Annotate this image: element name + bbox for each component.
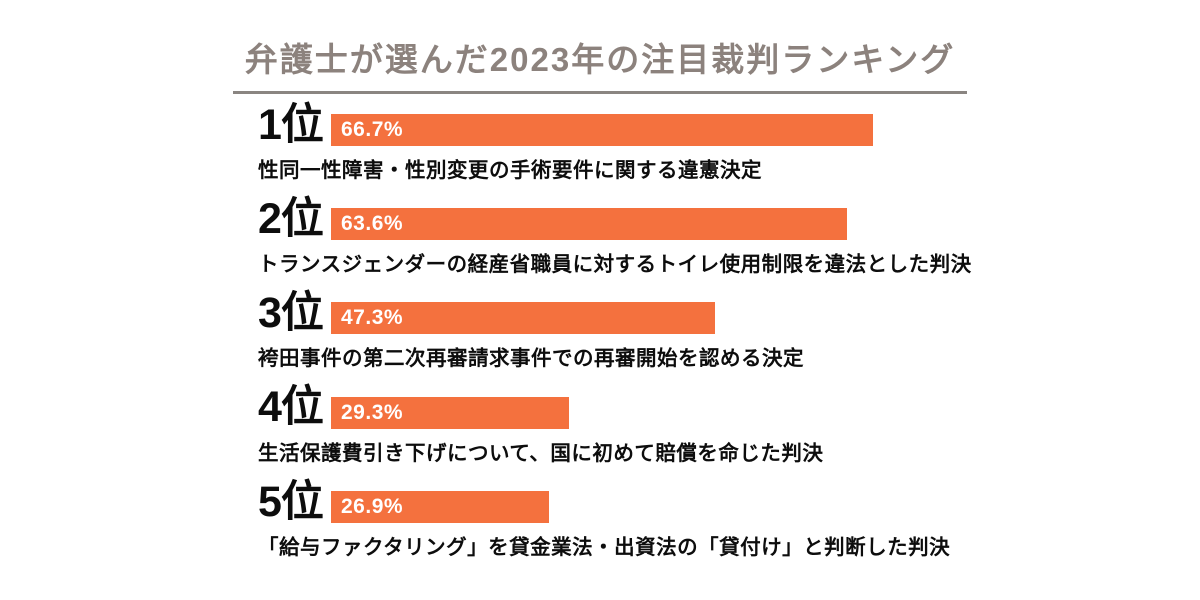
percent-label: 26.9% — [341, 494, 404, 518]
ranking-row-1: 1位 66.7% 性同一性障害・性別変更の手術要件に関する違憲決定 — [258, 101, 1158, 183]
ranking-row-5: 5位 26.9% 「給与ファクタリング」を貸金業法・出資法の「貸付け」と判断した… — [258, 477, 1158, 560]
bar: 26.9% — [331, 490, 550, 523]
rank-label: 5位 — [258, 477, 324, 526]
bar: 29.3% — [331, 396, 569, 429]
bar-track: 66.7% — [331, 114, 1143, 147]
chart-header: 弁護士が選んだ2023年の注目裁判ランキング — [0, 0, 1200, 94]
ranking-list: 1位 66.7% 性同一性障害・性別変更の手術要件に関する違憲決定 2位 63.… — [258, 101, 1158, 575]
bar: 63.6% — [331, 208, 848, 241]
case-description: 袴田事件の第二次再審請求事件での再審開始を認める決定 — [258, 347, 804, 371]
bar: 47.3% — [331, 302, 716, 335]
bar-track: 63.6% — [331, 208, 1143, 241]
case-description: トランスジェンダーの経産省職員に対するトイレ使用制限を違法とした判決 — [258, 253, 972, 277]
case-description: 生活保護費引き下げについて、国に初めて賠償を命じた判決 — [258, 441, 824, 465]
ranking-row-4: 4位 29.3% 生活保護費引き下げについて、国に初めて賠償を命じた判決 — [258, 386, 1158, 465]
percent-label: 66.7% — [341, 118, 404, 142]
chart-title: 弁護士が選んだ2023年の注目裁判ランキング — [232, 40, 968, 94]
case-description: 性同一性障害・性別変更の手術要件に関する違憲決定 — [258, 159, 762, 183]
percent-label: 47.3% — [341, 306, 404, 330]
bar: 66.7% — [331, 114, 873, 147]
bar-track: 29.3% — [331, 396, 1143, 429]
rank-label: 1位 — [258, 101, 324, 149]
case-description: 「給与ファクタリング」を貸金業法・出資法の「貸付け」と判断した判決 — [258, 535, 951, 559]
ranking-row-3: 3位 47.3% 袴田事件の第二次再審請求事件での再審開始を認める決定 — [258, 292, 1158, 371]
percent-label: 63.6% — [341, 212, 404, 236]
rank-label: 3位 — [258, 289, 324, 338]
percent-label: 29.3% — [341, 400, 404, 424]
rank-label: 4位 — [258, 383, 324, 432]
bar-track: 26.9% — [331, 490, 1143, 523]
rank-label: 2位 — [258, 195, 324, 244]
bar-track: 47.3% — [331, 302, 1143, 335]
ranking-row-2: 2位 63.6% トランスジェンダーの経産省職員に対するトイレ使用制限を違法とし… — [258, 198, 1158, 277]
